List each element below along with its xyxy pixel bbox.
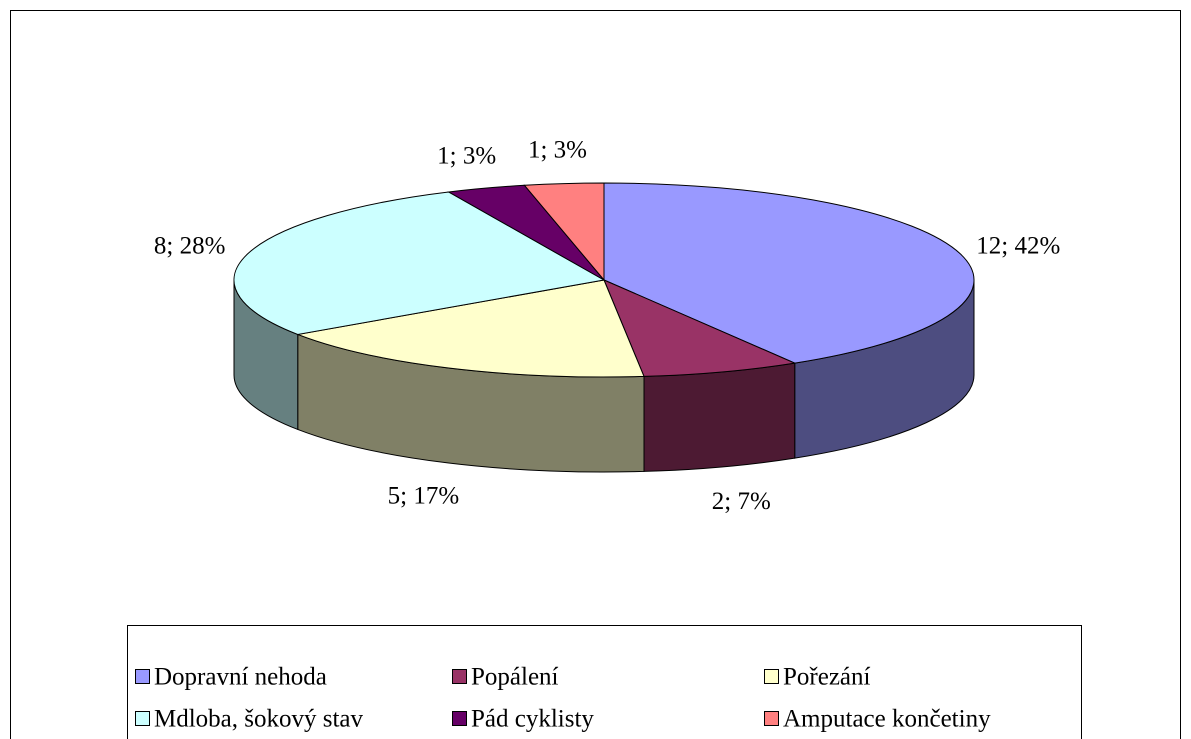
data-label: 2; 7% (712, 488, 771, 515)
data-label: 1; 3% (528, 137, 587, 164)
pie-slice (233, 191, 606, 335)
legend-label: Popálení (471, 664, 559, 691)
legend-label: Amputace končetiny (783, 706, 991, 733)
data-label: 1; 3% (437, 143, 496, 170)
pie-slice (523, 182, 605, 282)
legend-swatch (764, 711, 779, 726)
data-label: 12; 42% (976, 232, 1060, 259)
legend-box (127, 625, 1082, 739)
legend-swatch (452, 669, 467, 684)
legend-swatch (764, 669, 779, 684)
legend-label: Pád cyklisty (471, 706, 594, 733)
legend-swatch (452, 711, 467, 726)
legend-swatch (135, 669, 150, 684)
legend-label: Pořezání (783, 664, 871, 691)
pie-slice-side (643, 362, 796, 472)
pie-slice (603, 279, 797, 377)
data-label: 8; 28% (154, 232, 226, 259)
legend-label: Mdloba, šokový stav (154, 706, 364, 733)
legend-swatch (135, 711, 150, 726)
pie-slice (603, 182, 975, 364)
data-label: 5; 17% (388, 483, 460, 510)
legend-label: Dopravní nehoda (154, 664, 327, 691)
pie-slice (295, 279, 645, 378)
